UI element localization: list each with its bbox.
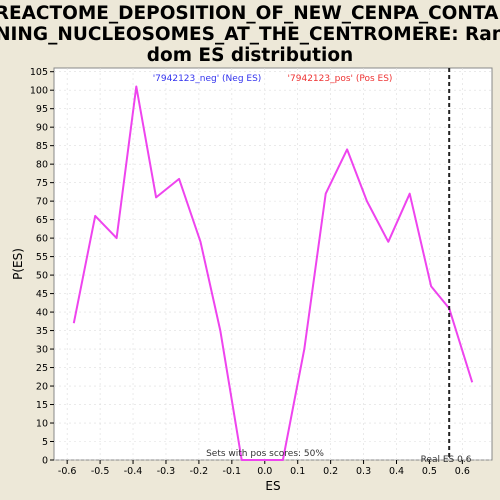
y-tick-label: 75: [36, 178, 48, 189]
pos-scores-annotation: Sets with pos scores: 50%: [206, 449, 324, 459]
y-tick-label: 105: [30, 67, 48, 78]
x-tick-label: 0.5: [422, 466, 437, 477]
x-tick-label: -0.2: [190, 466, 209, 477]
x-tick-label: -0.4: [124, 466, 143, 477]
chart-title-line-3: dom ES distribution: [147, 45, 353, 66]
x-axis-ticks: -0.6 -0.5 -0.4 -0.3 -0.2 -0.1 0.0 0.1 0.2 0.3 0.4 0…: [58, 460, 470, 477]
y-tick-label: 40: [36, 308, 48, 319]
y-tick-label: 85: [36, 141, 48, 152]
x-tick-label: 0.1: [290, 466, 305, 477]
y-tick-label: 25: [36, 363, 48, 374]
y-tick-label: 95: [36, 104, 48, 115]
y-tick-label: 100: [30, 86, 48, 97]
x-tick-label: 0.2: [323, 466, 338, 477]
legend-neg-entry: '7942123_neg' (Neg ES): [153, 74, 262, 84]
x-axis-label: ES: [265, 479, 280, 493]
x-tick-label: 0.0: [257, 466, 272, 477]
x-tick-label: -0.5: [91, 466, 110, 477]
y-tick-label: 50: [36, 271, 48, 282]
x-tick-label: 0.3: [356, 466, 371, 477]
x-tick-label: 0.6: [455, 466, 470, 477]
y-tick-label: 90: [36, 123, 48, 134]
x-tick-label: -0.3: [157, 466, 176, 477]
y-tick-label: 0: [42, 456, 48, 467]
y-tick-label: 10: [36, 419, 48, 430]
y-tick-label: 5: [42, 437, 48, 448]
y-tick-label: 70: [36, 197, 48, 208]
x-tick-label: -0.1: [223, 466, 242, 477]
grid-lines: [54, 68, 492, 461]
y-tick-label: 55: [36, 252, 48, 263]
x-tick-label: 0.4: [389, 466, 404, 477]
y-tick-label: 80: [36, 160, 48, 171]
y-tick-label: 35: [36, 326, 48, 337]
chart-title-line-2: NING_NUCLEOSOMES_AT_THE_CENTROMERE: Ran: [0, 24, 500, 45]
chart-title: REACTOME_DEPOSITION_OF_NEW_CENPA_CONTAI …: [0, 3, 500, 66]
y-tick-label: 65: [36, 215, 48, 226]
y-axis-label: P(ES): [11, 248, 25, 280]
x-tick-label: -0.6: [58, 466, 77, 477]
y-tick-label: 30: [36, 345, 48, 356]
y-axis-ticks: 0 5 10 15 20 25 30 35 40 45 50 55 60 65 70 75 80 85 90 95 10…: [30, 67, 54, 467]
y-tick-label: 15: [36, 400, 48, 411]
series-line: [72, 85, 474, 461]
legend-pos-entry: '7942123_pos' (Pos ES): [288, 74, 393, 84]
real-es-label: Real ES 0.6: [421, 455, 472, 465]
y-tick-label: 20: [36, 382, 48, 393]
y-tick-label: 45: [36, 289, 48, 300]
chart-title-line-1: REACTOME_DEPOSITION_OF_NEW_CENPA_CONTAI: [0, 3, 500, 24]
plot-area: [53, 67, 493, 461]
y-tick-label: 60: [36, 234, 48, 245]
